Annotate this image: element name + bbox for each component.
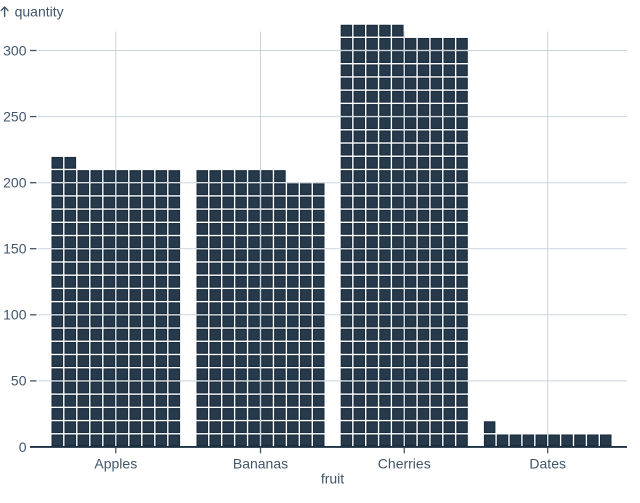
- svg-text:fruit: fruit: [321, 471, 344, 487]
- svg-text:300: 300: [3, 42, 27, 58]
- svg-text:50: 50: [11, 373, 27, 389]
- svg-text:200: 200: [3, 175, 27, 191]
- svg-text:Apples: Apples: [94, 455, 137, 471]
- svg-text:150: 150: [3, 241, 27, 257]
- svg-text:quantity: quantity: [15, 3, 64, 19]
- svg-text:Bananas: Bananas: [233, 455, 288, 471]
- svg-text:0: 0: [19, 439, 27, 455]
- svg-text:Cherries: Cherries: [378, 455, 431, 471]
- svg-text:100: 100: [3, 307, 27, 323]
- svg-text:Dates: Dates: [529, 455, 566, 471]
- svg-text:250: 250: [3, 108, 27, 124]
